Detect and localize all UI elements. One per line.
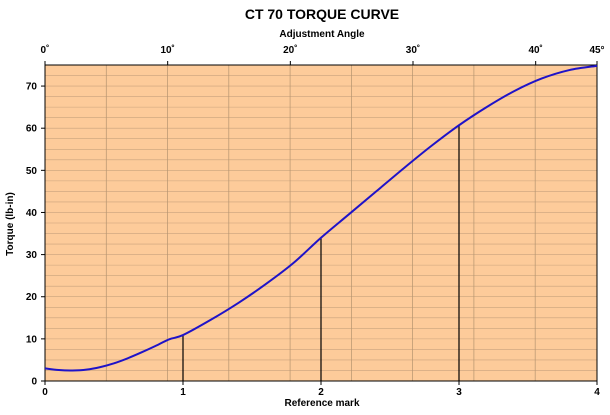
x-tick-label: 4 (594, 387, 600, 398)
x-tick-label: 2 (318, 387, 324, 398)
angle-tick-label: 20˚ (283, 44, 297, 56)
y-tick-label: 20 (26, 292, 38, 303)
chart-title: CT 70 TORQUE CURVE (245, 6, 399, 22)
angle-tick-label: 30˚ (406, 44, 420, 56)
x-tick-label: 3 (456, 387, 462, 398)
x-axis-label: Reference mark (284, 398, 359, 409)
y-tick-label: 30 (26, 250, 38, 261)
y-axis-label: Torque (lb-in) (5, 192, 16, 256)
y-tick-label: 40 (26, 208, 38, 219)
angle-tick-label: 45° (589, 45, 604, 56)
y-tick-label: 60 (26, 124, 38, 135)
y-tick-label: 70 (26, 82, 38, 93)
angle-tick-label: 0˚ (41, 44, 50, 56)
y-tick-label: 50 (26, 166, 38, 177)
torque-curve (44, 64, 598, 372)
y-tick-label: 0 (31, 377, 37, 388)
x-tick-label: 0 (42, 387, 48, 398)
x-tick-label: 1 (180, 387, 186, 398)
top-axis-label: Adjustment Angle (279, 29, 365, 40)
angle-tick-label: 40˚ (528, 44, 542, 56)
y-tick-label: 10 (26, 334, 38, 345)
angle-tick-label: 10˚ (160, 44, 174, 56)
